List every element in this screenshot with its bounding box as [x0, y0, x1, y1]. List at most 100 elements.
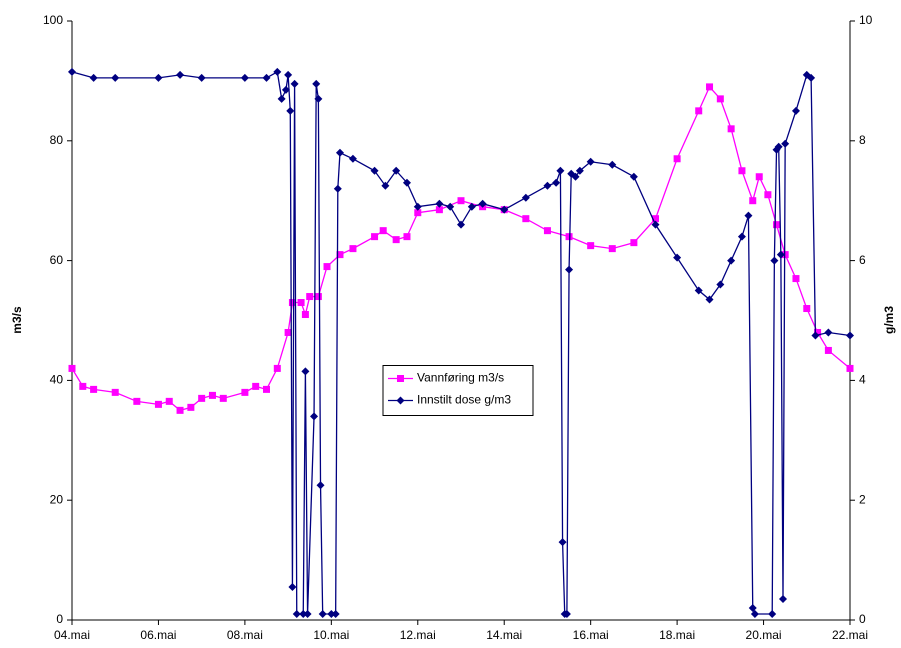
marker: [803, 305, 811, 313]
marker: [558, 538, 567, 547]
legend-label: Vannføring m3/s: [417, 371, 504, 385]
marker: [290, 79, 299, 88]
marker: [111, 73, 120, 82]
marker: [565, 265, 574, 274]
marker: [335, 148, 344, 157]
marker: [779, 595, 788, 604]
marker: [651, 220, 660, 229]
marker: [133, 397, 141, 405]
marker: [776, 250, 785, 259]
marker: [749, 197, 757, 205]
marker: [197, 73, 206, 82]
marker: [435, 206, 443, 214]
marker: [262, 73, 271, 82]
marker: [240, 73, 249, 82]
marker: [154, 73, 163, 82]
x-tick-label: 16.mai: [573, 628, 609, 642]
marker: [755, 173, 763, 181]
marker: [414, 209, 422, 217]
marker: [273, 364, 281, 372]
marker: [738, 167, 746, 175]
marker: [543, 227, 551, 235]
marker: [705, 295, 714, 304]
marker: [575, 166, 584, 175]
marker: [90, 385, 98, 393]
y-tick-label: 0: [56, 612, 63, 626]
marker: [652, 215, 659, 223]
marker: [552, 178, 561, 187]
marker: [370, 166, 379, 175]
marker: [273, 67, 282, 76]
marker: [673, 253, 682, 262]
marker: [312, 79, 321, 88]
marker: [413, 202, 422, 211]
marker: [694, 286, 703, 295]
marker: [371, 233, 379, 241]
marker: [241, 388, 249, 396]
marker: [824, 328, 833, 337]
marker: [306, 293, 314, 301]
marker: [608, 160, 617, 169]
marker: [744, 211, 753, 220]
marker: [773, 221, 781, 229]
marker: [467, 202, 476, 211]
marker: [79, 382, 87, 390]
series-line: [71, 85, 851, 412]
legend-box: [382, 365, 534, 416]
marker: [500, 205, 509, 214]
marker: [198, 394, 206, 402]
marker: [277, 94, 286, 103]
marker: [89, 73, 98, 82]
marker: [331, 610, 340, 619]
marker: [814, 328, 822, 336]
y2-axis-label: g/m3: [882, 306, 896, 334]
marker: [284, 70, 293, 79]
x-tick-label: 06.mai: [140, 628, 176, 642]
marker: [154, 400, 162, 408]
marker: [381, 181, 390, 190]
marker: [316, 481, 325, 490]
marker: [68, 364, 76, 372]
marker: [165, 397, 173, 405]
marker: [263, 385, 270, 393]
marker: [791, 106, 800, 115]
y2-tick-label: 6: [859, 253, 866, 267]
y-tick-label: 80: [50, 133, 64, 147]
marker: [252, 382, 260, 390]
marker: [629, 172, 638, 181]
marker: [396, 396, 405, 405]
marker: [846, 364, 854, 372]
marker: [318, 610, 327, 619]
marker: [811, 331, 820, 340]
marker: [727, 125, 735, 133]
marker: [543, 181, 552, 190]
marker: [111, 388, 119, 396]
y-axis-label: m3/s: [10, 306, 24, 334]
y2-tick-label: 8: [859, 133, 866, 147]
marker: [770, 256, 779, 265]
marker: [303, 610, 312, 619]
marker: [68, 67, 76, 76]
marker: [630, 239, 638, 247]
marker: [764, 191, 772, 199]
marker: [349, 245, 357, 253]
marker: [556, 166, 565, 175]
marker: [792, 275, 800, 283]
marker: [392, 236, 400, 244]
y2-tick-label: 2: [859, 492, 866, 506]
marker: [748, 604, 757, 613]
marker: [673, 155, 681, 163]
y-tick-label: 100: [43, 13, 63, 27]
marker: [824, 346, 832, 354]
marker: [402, 178, 411, 187]
series-line: [71, 70, 851, 615]
marker: [571, 172, 580, 181]
marker: [706, 83, 714, 91]
marker: [219, 394, 227, 402]
marker: [435, 199, 444, 208]
marker: [297, 299, 305, 307]
marker: [608, 245, 616, 253]
marker: [392, 166, 401, 175]
marker: [727, 256, 736, 265]
